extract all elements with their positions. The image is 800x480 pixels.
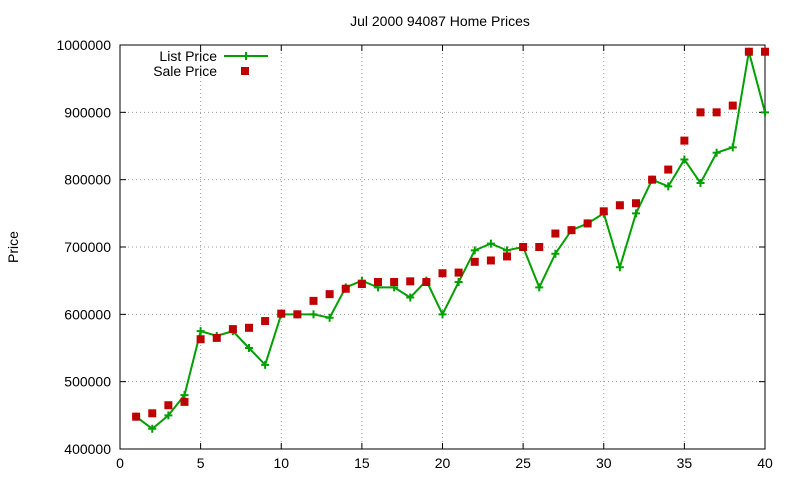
list-price-point [196, 327, 205, 336]
legend-list-price-marker [242, 52, 250, 60]
list-price-point [261, 360, 270, 369]
x-tick-label: 25 [515, 455, 531, 471]
list-price-point [309, 310, 318, 319]
sale-price-point [632, 199, 640, 208]
list-price-line [135, 51, 766, 431]
list-price-point [551, 249, 560, 258]
sale-price-point [696, 108, 705, 117]
sale-price-point [583, 219, 592, 228]
sale-price-point [438, 269, 447, 278]
sale-price-point [293, 310, 302, 319]
sale-price-point [503, 252, 511, 261]
sale-price-point [744, 47, 753, 56]
sale-price-point [454, 268, 463, 277]
x-tick-label: 10 [273, 455, 289, 471]
sale-price-point [761, 47, 769, 56]
y-tick-label: 400000 [64, 441, 111, 457]
series-layer [132, 47, 769, 433]
list-price-point [164, 411, 173, 420]
sale-price-point [164, 401, 173, 410]
x-tick-label: 35 [677, 455, 693, 471]
sale-price-point [341, 284, 350, 293]
list-price-point [470, 246, 479, 255]
list-price-point [761, 108, 769, 117]
list-price-point [406, 293, 415, 302]
list-price-point [680, 155, 689, 164]
list-price-point [486, 239, 495, 248]
sale-price-point [309, 296, 318, 305]
y-tick-label: 1000000 [56, 37, 111, 53]
list-price-point [325, 313, 334, 322]
sale-price-point [132, 412, 141, 421]
legend-sale-price-marker [241, 67, 249, 75]
sale-price-point [519, 243, 528, 251]
sale-price-point [712, 108, 721, 117]
list-price-point [728, 143, 737, 152]
x-tick-label: 40 [757, 455, 773, 471]
y-tick-label: 600000 [64, 306, 111, 322]
list-price-point [615, 263, 624, 272]
list-price-point [712, 148, 721, 157]
list-price-point [535, 283, 544, 292]
sale-price-point [599, 207, 608, 216]
sale-price-point [422, 278, 431, 287]
sale-price-point [664, 165, 673, 174]
sale-price-point [551, 229, 560, 238]
sale-price-point [680, 136, 689, 145]
list-price-point [696, 179, 705, 188]
sale-price-point [390, 278, 399, 287]
x-tick-label: 0 [116, 455, 124, 471]
sale-price-point [615, 201, 624, 210]
sale-price-point [228, 325, 237, 334]
sale-price-point [261, 317, 270, 326]
x-tick-label: 20 [435, 455, 451, 471]
sale-price-point [648, 175, 657, 184]
sale-price-point [245, 323, 253, 332]
legend-list-price-label: List Price [159, 48, 217, 64]
sale-price-point [486, 256, 495, 265]
sale-price-point [535, 243, 544, 251]
list-price-point [454, 278, 463, 287]
list-price-point [180, 391, 189, 400]
y-tick-label: 500000 [64, 374, 111, 390]
sale-price-point [277, 309, 286, 318]
axis-ticks: 0 5 10 15 20 25 30 35 40 400000 500000 600000 700000… [56, 37, 773, 471]
x-tick-label: 5 [197, 455, 205, 471]
legend: List Price Sale Price [153, 48, 268, 79]
list-price-point [664, 182, 673, 191]
legend-sale-price-label: Sale Price [153, 63, 217, 79]
grid-lines [120, 45, 765, 449]
sale-price-point [567, 226, 576, 235]
x-tick-label: 30 [596, 455, 612, 471]
list-price-point [148, 424, 157, 433]
list-price-point [245, 344, 253, 352]
sale-price-point [470, 257, 479, 266]
x-tick-label: 15 [354, 455, 370, 471]
y-tick-label: 700000 [64, 239, 111, 255]
y-axis-label: Price [5, 231, 21, 263]
list-price-point [632, 209, 640, 218]
sale-price-point [196, 335, 205, 344]
y-tick-label: 900000 [64, 104, 111, 120]
y-tick-label: 800000 [64, 172, 111, 188]
sale-price-point [148, 409, 157, 418]
sale-price-point [212, 333, 221, 342]
sale-price-point [357, 280, 366, 289]
sale-price-point [406, 277, 415, 286]
sale-price-point [728, 101, 737, 110]
sale-price-point [374, 278, 382, 287]
list-price-point [438, 310, 447, 319]
sale-price-point [325, 290, 334, 299]
chart-title: Jul 2000 94087 Home Prices [350, 13, 530, 29]
sale-price-point [180, 397, 189, 406]
